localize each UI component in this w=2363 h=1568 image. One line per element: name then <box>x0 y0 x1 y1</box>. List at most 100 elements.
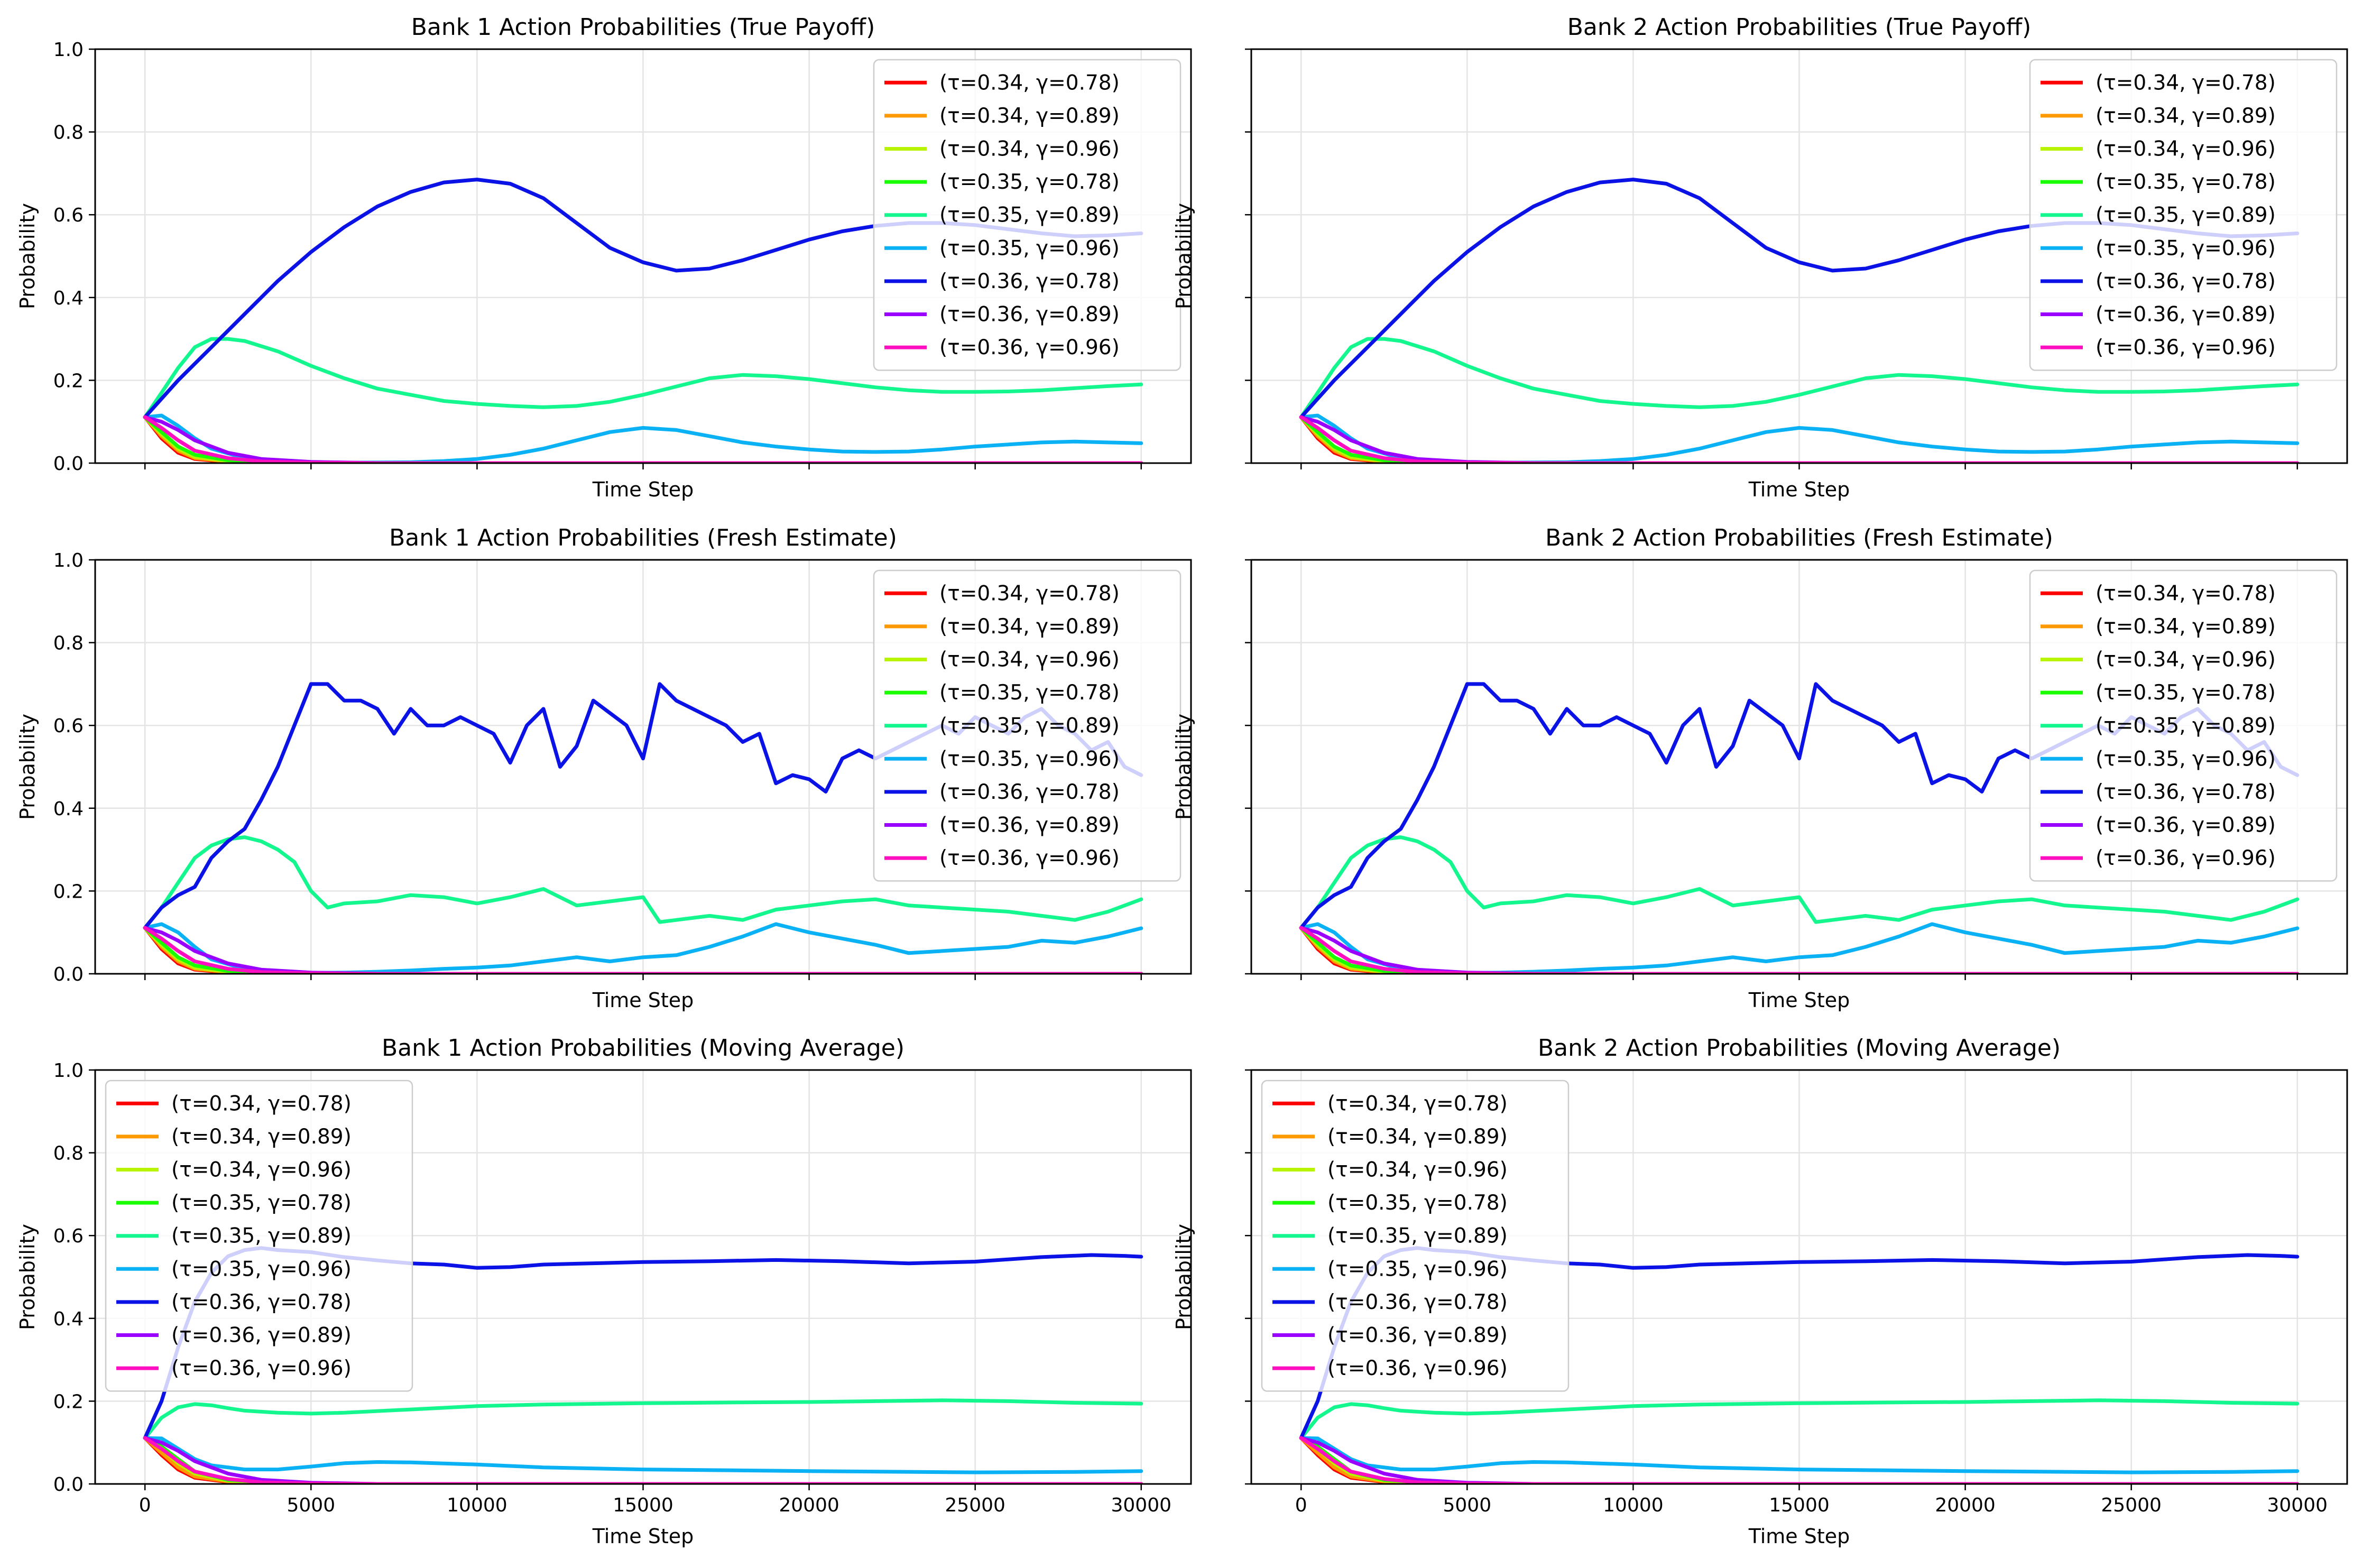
chart-panel: 0.0 0.2 0.4 0.6 0.8 1.0 Bank 1 Action Probabil… <box>16 14 1192 501</box>
y-tick-label: 0.0 <box>53 964 84 985</box>
legend-label: (τ=0.36, γ=0.89) <box>2096 303 2276 327</box>
legend-box <box>873 569 1182 882</box>
x-tick-label: 25000 <box>945 1495 1005 1516</box>
legend-label: (τ=0.34, γ=0.96) <box>2096 648 2276 672</box>
y-tick-label: 1.0 <box>53 1060 84 1082</box>
legend-label: (τ=0.36, γ=0.89) <box>2096 814 2276 837</box>
x-axis-label: Time Step <box>1748 1525 1850 1548</box>
chart-panel: 0 5000 10000 15000 20000 25000 30000 Bank 2 Act… <box>1172 1035 2348 1548</box>
legend: (τ=0.34, γ=0.78) (τ=0.34, γ=0.89) (τ=0.34,… <box>105 1080 413 1392</box>
y-axis-label: Probability <box>1172 203 1195 309</box>
legend-box <box>2029 569 2338 882</box>
legend-label: (τ=0.36, γ=0.78) <box>939 780 1120 804</box>
chart-title: Bank 2 Action Probabilities (True Payoff… <box>1567 14 2032 41</box>
legend: (τ=0.34, γ=0.78) (τ=0.34, γ=0.89) (τ=0.34,… <box>2029 59 2338 371</box>
legend-label: (τ=0.35, γ=0.89) <box>171 1224 352 1248</box>
legend-label: (τ=0.34, γ=0.89) <box>939 104 1120 128</box>
legend-label: (τ=0.34, γ=0.96) <box>939 648 1120 672</box>
chart-panel: 0.0 0.2 0.4 0.6 0.8 1.0 Bank 1 Action Probabil… <box>16 524 1192 1012</box>
chart-title: Bank 1 Action Probabilities (True Payoff… <box>411 14 875 41</box>
series-line <box>1299 337 2300 419</box>
legend-box <box>1261 1080 1570 1392</box>
x-axis-label: Time Step <box>592 1525 694 1548</box>
legend-label: (τ=0.34, γ=0.78) <box>939 582 1120 605</box>
legend-label: (τ=0.34, γ=0.96) <box>1327 1158 1508 1182</box>
y-tick-label: 0.2 <box>53 1391 84 1413</box>
y-axis-label: Probability <box>16 203 39 309</box>
series-line <box>1299 1398 2300 1440</box>
y-tick-label: 0.0 <box>53 453 84 475</box>
legend-label: (τ=0.34, γ=0.89) <box>1327 1125 1508 1149</box>
chart-title: Bank 1 Action Probabilities (Fresh Estim… <box>389 524 897 551</box>
legend-label: (τ=0.34, γ=0.96) <box>171 1158 352 1182</box>
legend-label: (τ=0.35, γ=0.78) <box>2096 681 2276 705</box>
series-line <box>143 835 1143 930</box>
y-tick-label: 0.6 <box>53 1225 84 1247</box>
x-tick-label: 5000 <box>287 1495 336 1516</box>
y-tick-label: 0.8 <box>53 1143 84 1165</box>
legend-label: (τ=0.35, γ=0.78) <box>939 681 1120 705</box>
legend-label: (τ=0.36, γ=0.96) <box>1327 1357 1508 1380</box>
y-tick-label: 1.0 <box>53 550 84 571</box>
legend-label: (τ=0.35, γ=0.89) <box>2096 714 2276 738</box>
x-axis-label: Time Step <box>592 478 694 501</box>
x-axis-label: Time Step <box>592 989 694 1012</box>
legend: (τ=0.34, γ=0.78) (τ=0.34, γ=0.89) (τ=0.34,… <box>873 569 1182 882</box>
legend-label: (τ=0.36, γ=0.89) <box>1327 1324 1508 1348</box>
y-axis-label: Probability <box>1172 714 1195 820</box>
y-tick-label: 0.8 <box>53 122 84 144</box>
legend-label: (τ=0.35, γ=0.78) <box>2096 170 2276 194</box>
legend-label: (τ=0.34, γ=0.78) <box>2096 71 2276 95</box>
y-tick-label: 0.0 <box>53 1474 84 1496</box>
legend-label: (τ=0.36, γ=0.78) <box>2096 780 2276 804</box>
y-tick-label: 0.4 <box>53 798 84 820</box>
legend-label: (τ=0.36, γ=0.78) <box>939 270 1120 293</box>
legend-label: (τ=0.35, γ=0.96) <box>2096 747 2276 771</box>
chart-panel: Bank 2 Action Probabilities (Fresh Estim… <box>1172 524 2348 1012</box>
legend-label: (τ=0.35, γ=0.78) <box>939 170 1120 194</box>
y-tick-label: 0.6 <box>53 715 84 737</box>
x-tick-label: 0 <box>139 1495 151 1516</box>
legend-label: (τ=0.36, γ=0.96) <box>939 846 1120 870</box>
legend-label: (τ=0.34, γ=0.89) <box>2096 615 2276 639</box>
chart-panel: Bank 2 Action Probabilities (True Payoff… <box>1172 14 2348 501</box>
x-axis-label: Time Step <box>1748 989 1850 1012</box>
chart-title: Bank 2 Action Probabilities (Fresh Estim… <box>1545 524 2053 551</box>
legend-label: (τ=0.34, γ=0.96) <box>939 137 1120 161</box>
series-line <box>143 337 1143 419</box>
x-tick-label: 10000 <box>1603 1495 1664 1516</box>
x-tick-label: 15000 <box>1769 1495 1830 1516</box>
legend-label: (τ=0.36, γ=0.96) <box>2096 336 2276 359</box>
legend: (τ=0.34, γ=0.78) (τ=0.34, γ=0.89) (τ=0.34,… <box>873 59 1182 371</box>
x-tick-label: 20000 <box>779 1495 839 1516</box>
legend-label: (τ=0.36, γ=0.96) <box>171 1357 352 1380</box>
x-tick-label: 25000 <box>2101 1495 2162 1516</box>
legend-label: (τ=0.34, γ=0.78) <box>1327 1092 1508 1115</box>
y-tick-label: 0.8 <box>53 633 84 654</box>
legend-box <box>2029 59 2338 371</box>
x-tick-label: 10000 <box>447 1495 507 1516</box>
legend-label: (τ=0.34, γ=0.78) <box>171 1092 352 1115</box>
legend-label: (τ=0.36, γ=0.96) <box>939 336 1120 359</box>
legend-label: (τ=0.35, γ=0.78) <box>171 1191 352 1215</box>
legend-label: (τ=0.35, γ=0.96) <box>1327 1257 1508 1281</box>
legend: (τ=0.34, γ=0.78) (τ=0.34, γ=0.89) (τ=0.34,… <box>1261 1080 1570 1392</box>
series-line <box>143 1398 1143 1440</box>
legend-label: (τ=0.35, γ=0.89) <box>2096 204 2276 227</box>
x-axis-label: Time Step <box>1748 478 1850 501</box>
legend-label: (τ=0.34, γ=0.78) <box>2096 582 2276 605</box>
x-tick-label: 30000 <box>1111 1495 1172 1516</box>
y-tick-label: 1.0 <box>53 39 84 61</box>
legend-label: (τ=0.36, γ=0.78) <box>1327 1290 1508 1314</box>
legend-label: (τ=0.36, γ=0.96) <box>2096 846 2276 870</box>
legend-label: (τ=0.35, γ=0.96) <box>939 236 1120 260</box>
y-tick-label: 0.2 <box>53 370 84 392</box>
legend-label: (τ=0.35, γ=0.89) <box>1327 1224 1508 1248</box>
legend-label: (τ=0.36, γ=0.78) <box>2096 270 2276 293</box>
legend-label: (τ=0.34, γ=0.89) <box>939 615 1120 639</box>
legend-label: (τ=0.35, γ=0.78) <box>1327 1191 1508 1215</box>
legend-label: (τ=0.34, γ=0.78) <box>939 71 1120 95</box>
legend-label: (τ=0.34, γ=0.89) <box>2096 104 2276 128</box>
legend-label: (τ=0.34, γ=0.96) <box>2096 137 2276 161</box>
